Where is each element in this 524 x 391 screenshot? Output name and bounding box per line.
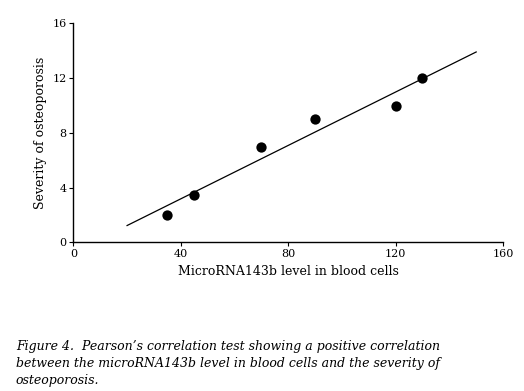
- Point: [163, 212, 171, 218]
- Point: [418, 75, 427, 81]
- Point: [311, 116, 319, 122]
- Point: [391, 102, 400, 109]
- Text: Figure 4.  Pearson’s correlation test showing a positive correlation
between the: Figure 4. Pearson’s correlation test sho…: [16, 340, 440, 387]
- Y-axis label: Severity of osteoporosis: Severity of osteoporosis: [34, 57, 47, 209]
- Point: [257, 143, 266, 150]
- X-axis label: MicroRNA143b level in blood cells: MicroRNA143b level in blood cells: [178, 265, 399, 278]
- Point: [190, 191, 199, 197]
